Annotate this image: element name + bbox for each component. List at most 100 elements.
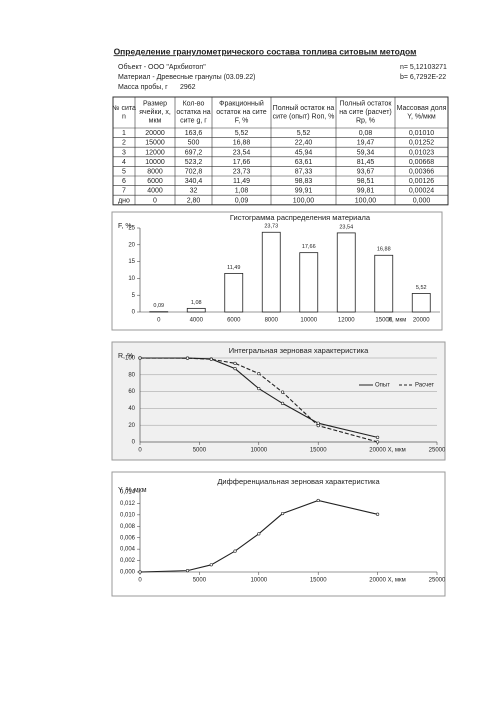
x-tick-label: 15000 — [310, 448, 327, 454]
marker — [376, 441, 379, 444]
x-tick-label: 4000 — [190, 318, 204, 324]
y-tick-label: 0,010 — [120, 512, 136, 518]
table-cell: 23,54 — [233, 149, 251, 156]
x-tick-label: 12000 — [338, 318, 355, 324]
x-tick-label: 6000 — [227, 318, 241, 324]
object: Объект - ООО "Архбиотоп" — [118, 63, 206, 71]
marker — [258, 372, 261, 375]
table-cell: 697,2 — [185, 149, 203, 156]
value-label: 23,54 — [339, 224, 353, 230]
x-axis-label: X, мкм — [388, 448, 406, 454]
x-axis-label: X, мкм — [388, 578, 406, 584]
marker — [210, 564, 213, 567]
value-label: 23,73 — [264, 224, 278, 230]
table-cell: 2,80 — [187, 197, 201, 204]
table-cell: 2 — [122, 140, 126, 147]
x-tick-label: 8000 — [265, 318, 279, 324]
x-tick-label: 10000 — [250, 578, 267, 584]
table-cell: 500 — [188, 140, 200, 147]
table-cell: 0,00668 — [409, 159, 434, 166]
table-cell: 98,51 — [357, 178, 375, 185]
table-cell: 6000 — [147, 178, 163, 185]
table-cell: 99,81 — [357, 188, 375, 195]
value-label: 11,49 — [227, 265, 240, 271]
y-tick-label: 10 — [128, 276, 135, 282]
table-cell: 87,33 — [295, 169, 313, 176]
y-tick-label: 0,008 — [120, 524, 136, 530]
x-tick-label: 25000 — [429, 578, 446, 584]
table-cell: 11,49 — [233, 178, 250, 185]
bar — [412, 293, 430, 312]
table-cell: 16,88 — [233, 140, 251, 147]
mass-label: Масса пробы, г — [118, 83, 168, 91]
value-label: 17,66 — [302, 244, 316, 250]
marker — [317, 499, 320, 502]
x-tick-label: 20000 — [369, 448, 386, 454]
table-cell: 523,2 — [185, 159, 203, 166]
chart-title: Гистограмма распределения материала — [230, 213, 371, 222]
table-cell: 17,66 — [233, 159, 251, 166]
table-cell: 59,34 — [357, 149, 375, 156]
y-tick-label: 40 — [128, 406, 135, 412]
table-cell: 1 — [122, 130, 126, 137]
x-tick-label: 15000 — [310, 578, 327, 584]
table-cell: 99,91 — [295, 188, 313, 195]
table-cell: 1,08 — [235, 188, 249, 195]
y-tick-label: 0,006 — [120, 535, 136, 541]
table-cell: 6 — [122, 178, 126, 185]
value-label: 0,09 — [153, 303, 164, 309]
table-cell: 0,00366 — [409, 169, 434, 176]
y-tick-label: 100 — [125, 356, 136, 362]
x-tick-label: 5000 — [193, 578, 207, 584]
table-cell: 0,01023 — [409, 149, 434, 156]
table-cell: 22,40 — [295, 140, 313, 147]
value-label: 16,88 — [377, 247, 391, 253]
table-cell: 4000 — [147, 188, 163, 195]
marker — [281, 512, 284, 515]
table-cell: 0,00126 — [409, 178, 434, 185]
x-tick-label: 10000 — [300, 318, 317, 324]
table-cell: 45,94 — [295, 149, 313, 156]
marker — [317, 424, 320, 427]
marker — [281, 402, 284, 405]
table-cell: 340,4 — [185, 178, 203, 185]
bar — [375, 255, 393, 312]
marker — [234, 362, 237, 365]
x-tick-label: 20000 — [413, 318, 430, 324]
table-cell: 5 — [122, 169, 126, 176]
marker — [186, 569, 189, 572]
marker — [281, 391, 284, 394]
table-cell: 0,00024 — [409, 188, 434, 195]
marker — [210, 358, 213, 361]
marker — [234, 550, 237, 553]
chart-title: Дифференциальная зерновая характеристика — [217, 477, 380, 486]
table-cell: 32 — [190, 188, 198, 195]
x-tick-label: 20000 — [369, 578, 386, 584]
chart-title: Интегральная зерновая характеристика — [229, 346, 369, 355]
table-cell: 0,000 — [413, 197, 431, 204]
table-cell: 100,00 — [293, 197, 315, 204]
table-cell: 0,08 — [359, 130, 373, 137]
table-cell: 0,01252 — [409, 140, 434, 147]
y-tick-label: 0,002 — [120, 558, 136, 564]
y-tick-label: 0,012 — [120, 501, 136, 507]
marker — [376, 436, 379, 439]
y-tick-label: 25 — [128, 226, 135, 232]
marker — [186, 357, 189, 360]
table-cell: 0,09 — [235, 197, 249, 204]
x-tick-label: 25000 — [429, 448, 446, 454]
doc-title: Определение гранулометрического состава … — [114, 46, 417, 56]
marker — [376, 513, 379, 516]
table-cell: 5,52 — [235, 130, 249, 137]
legend-label: Опыт — [375, 383, 390, 389]
table-cell: 0,01010 — [409, 130, 434, 137]
x-axis-label: X, мкм — [388, 318, 406, 324]
y-tick-label: 60 — [128, 389, 135, 395]
bar — [225, 273, 243, 312]
table-cell: 5,52 — [297, 130, 311, 137]
b-param: b= 6,7292E-22 — [400, 74, 446, 81]
y-tick-label: 15 — [128, 259, 135, 265]
table-cell: 702,8 — [185, 169, 203, 176]
material: Материал - Древесные гранулы (03.09.22) — [118, 74, 256, 81]
